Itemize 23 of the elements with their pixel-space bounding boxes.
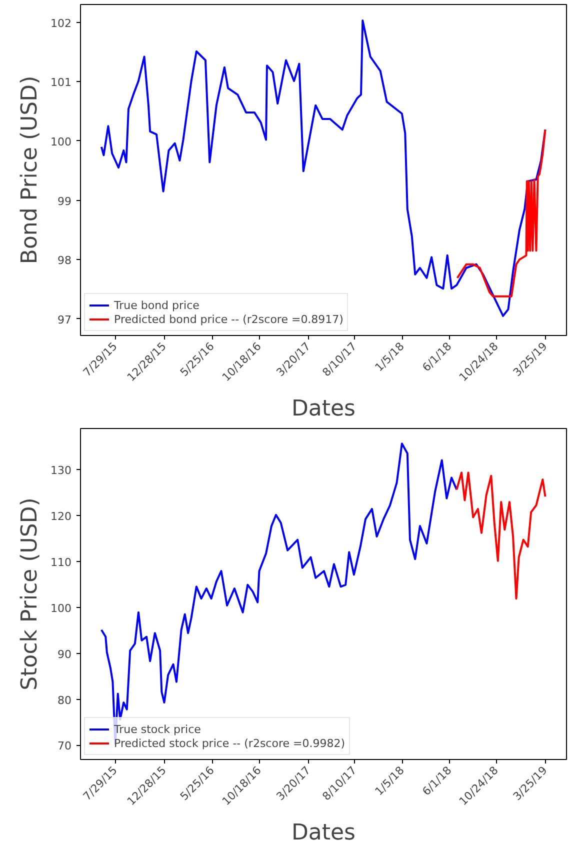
y-tick-label: 90 — [58, 648, 72, 661]
legend-label: Predicted stock price -- (r2score =0.9982) — [114, 736, 345, 750]
x-axis-title: Dates — [291, 396, 356, 422]
y-tick-label: 100 — [50, 135, 72, 148]
y-tick-label: 97 — [58, 313, 72, 326]
y-axis-title: Stock Price (USD) — [18, 498, 43, 690]
y-tick-label: 98 — [58, 254, 72, 268]
y-tick-label: 70 — [58, 740, 72, 753]
x-axis-title: Dates — [291, 820, 356, 846]
y-tick-label: 102 — [50, 16, 72, 30]
legend-label: True bond price — [114, 298, 200, 312]
line-series — [456, 128, 546, 298]
y-tick-label: 100 — [50, 602, 72, 615]
y-tick-label: 80 — [58, 694, 72, 707]
y-tick-label: 110 — [50, 556, 72, 569]
y-tick-label: 120 — [50, 510, 72, 523]
legend-label: Predicted bond price -- (r2score =0.8917) — [114, 312, 344, 326]
y-tick-label: 130 — [50, 464, 72, 477]
y-tick-label: 99 — [58, 194, 72, 208]
line-series — [456, 472, 546, 600]
y-tick-label: 101 — [50, 76, 72, 90]
y-axis-title: Bond Price (USD) — [18, 76, 43, 264]
legend-label: True stock price — [114, 722, 201, 736]
